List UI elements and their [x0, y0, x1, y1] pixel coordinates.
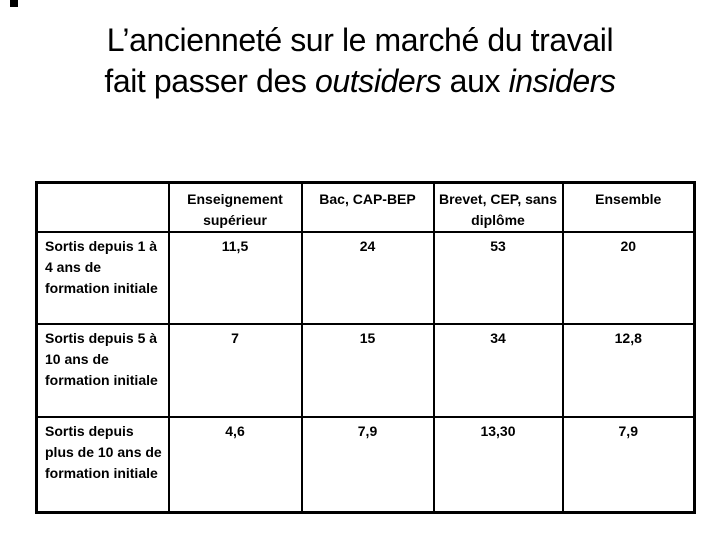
table-cell: 7,9 — [561, 416, 696, 513]
corner-header-cell — [35, 181, 170, 233]
table-cell: 4,6 — [167, 416, 303, 513]
row-label: Sortis depuis 5 à 10 ans de formation in… — [35, 323, 170, 418]
slide-title: L’ancienneté sur le marché du travail fa… — [0, 20, 720, 102]
table-cell: 24 — [300, 231, 435, 325]
data-table: Enseignement supérieur Bac, CAP-BEP Brev… — [35, 181, 696, 514]
title-line2-aux: aux — [441, 63, 509, 99]
table-row: Sortis depuis 1 à 4 ans de formation ini… — [35, 231, 696, 325]
title-outsiders-italic: outsiders — [314, 63, 442, 99]
title-line-1: L’ancienneté sur le marché du travail — [106, 22, 614, 58]
title-insiders-italic: insiders — [508, 63, 616, 99]
table-row: Sortis depuis 5 à 10 ans de formation in… — [35, 323, 696, 418]
table-cell: 11,5 — [167, 231, 303, 325]
table-cell: 15 — [300, 323, 435, 418]
column-header-bac-cap-bep: Bac, CAP-BEP — [300, 181, 435, 233]
table-header-row: Enseignement supérieur Bac, CAP-BEP Brev… — [35, 181, 696, 233]
table-cell: 13,30 — [432, 416, 564, 513]
row-label: Sortis depuis 1 à 4 ans de formation ini… — [35, 231, 170, 325]
column-header-ensemble: Ensemble — [561, 181, 696, 233]
table-cell: 12,8 — [561, 323, 696, 418]
column-header-brevet-cep-sans-diplome: Brevet, CEP, sans diplôme — [432, 181, 564, 233]
column-header-enseignement-superieur: Enseignement supérieur — [167, 181, 303, 233]
table-cell: 20 — [561, 231, 696, 325]
table-cell: 7 — [167, 323, 303, 418]
title-line-2: fait passer des outsiders aux insiders — [0, 61, 720, 102]
table-row: Sortis depuis plus de 10 ans de formatio… — [35, 416, 696, 513]
slide-corner-mark — [10, 0, 18, 7]
table-cell: 53 — [432, 231, 564, 325]
title-line2-prefix: fait passer des — [104, 63, 315, 99]
row-label: Sortis depuis plus de 10 ans de formatio… — [35, 416, 170, 513]
table-cell: 7,9 — [300, 416, 435, 513]
table-cell: 34 — [432, 323, 564, 418]
